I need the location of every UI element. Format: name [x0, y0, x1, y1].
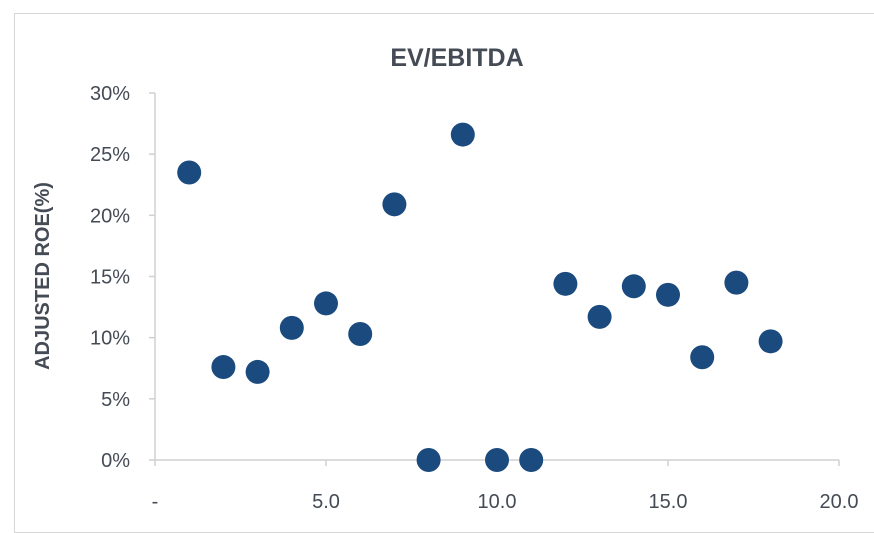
- y-tick-label: 0%: [101, 450, 130, 472]
- y-tick-label: 10%: [90, 328, 130, 350]
- data-point: [314, 291, 338, 316]
- data-point: [348, 321, 373, 346]
- data-point: [621, 274, 646, 299]
- x-tick-label: 10.0: [478, 491, 517, 512]
- data-point: [245, 359, 270, 384]
- data-point: [279, 315, 304, 340]
- x-tick-label: 5.0: [312, 491, 340, 512]
- scatter-chart: EV/EBITDA ADJUSTED ROE(%) 0% 5% 10% 15% 20% 2…: [32, 44, 859, 512]
- data-point: [656, 282, 680, 307]
- data-point: [690, 345, 715, 370]
- data-point: [450, 122, 475, 147]
- data-point: [519, 448, 544, 472]
- x-tick-label: -: [152, 491, 159, 512]
- data-point: [758, 329, 783, 354]
- x-tick-label: 20.0: [820, 491, 859, 512]
- data-point: [485, 448, 509, 472]
- data-point: [587, 304, 612, 329]
- data-point: [724, 270, 749, 295]
- y-tick-label: 15%: [90, 267, 130, 289]
- y-axis-label: ADJUSTED ROE(%): [32, 182, 54, 370]
- y-tick-label: 25%: [90, 144, 130, 166]
- chart-title: EV/EBITDA: [390, 44, 523, 72]
- data-point: [553, 271, 578, 296]
- data-points: [177, 122, 783, 472]
- x-axis-ticks: - 5.0 10.0 15.0 20.0: [152, 460, 859, 512]
- y-tick-label: 20%: [90, 205, 130, 227]
- data-point: [177, 160, 202, 185]
- y-tick-label: 5%: [101, 389, 130, 411]
- y-tick-label: 30%: [90, 83, 130, 105]
- data-point: [211, 355, 236, 380]
- x-tick-label: 15.0: [649, 491, 688, 512]
- data-point: [416, 448, 441, 472]
- data-point: [382, 192, 407, 217]
- y-axis-ticks: 0% 5% 10% 15% 20% 25% 30%: [90, 83, 155, 472]
